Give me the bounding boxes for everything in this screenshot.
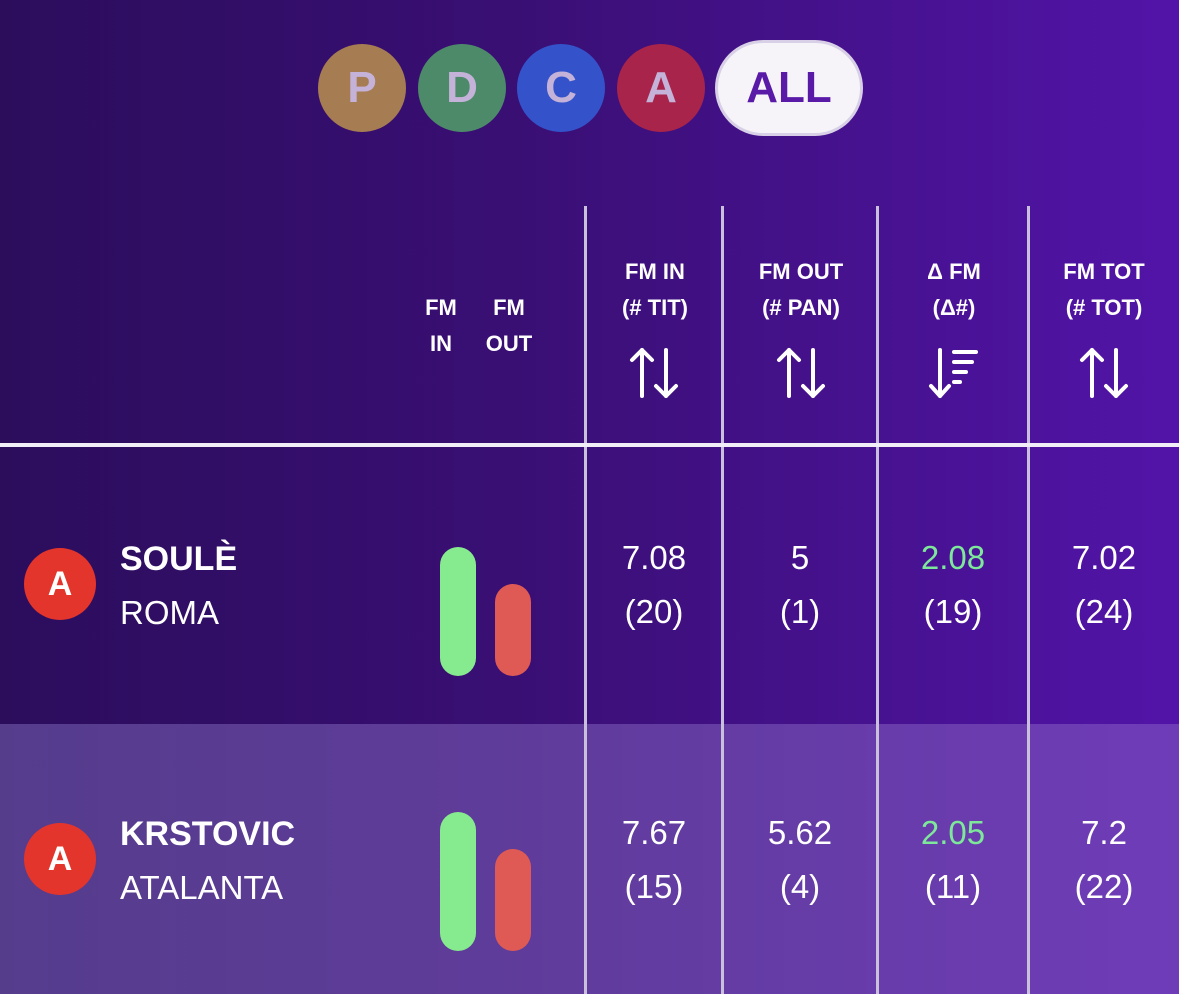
role-badge: A bbox=[24, 823, 96, 895]
delta-fm-value: 2.05 (11) bbox=[878, 806, 1028, 914]
fm-out-bar bbox=[495, 584, 531, 676]
sort-both-icon[interactable] bbox=[628, 346, 680, 400]
header-col-fm-out[interactable]: FM OUT (# PAN) bbox=[725, 254, 877, 326]
sort-both-icon[interactable] bbox=[775, 346, 827, 400]
header-col-fm-tot[interactable]: FM TOT (# TOT) bbox=[1031, 254, 1177, 326]
fm-in-bar bbox=[440, 547, 476, 676]
fm-in-value: 7.08 (20) bbox=[579, 531, 729, 639]
header-fm-in: FM IN bbox=[415, 290, 467, 362]
header-divider bbox=[0, 443, 1179, 447]
fm-tot-value: 7.02 (24) bbox=[1029, 531, 1179, 639]
fm-in-value: 7.67 (15) bbox=[579, 806, 729, 914]
fm-out-value: 5.62 (4) bbox=[725, 806, 875, 914]
filter-all-button[interactable]: ALL bbox=[715, 40, 863, 136]
sort-descending-icon[interactable] bbox=[928, 346, 980, 400]
role-badge: A bbox=[24, 548, 96, 620]
delta-fm-value: 2.08 (19) bbox=[878, 531, 1028, 639]
fm-in-bar bbox=[440, 812, 476, 951]
role-filter-bar: P D C A ALL bbox=[0, 40, 1179, 136]
header-fm-out: FM OUT bbox=[478, 290, 540, 362]
player-team: ROMA bbox=[120, 594, 219, 632]
filter-c-button[interactable]: C bbox=[517, 44, 605, 132]
fm-out-bar bbox=[495, 849, 531, 951]
fm-tot-value: 7.2 (22) bbox=[1029, 806, 1179, 914]
header-col-fm-in[interactable]: FM IN (# TIT) bbox=[588, 254, 722, 326]
fm-out-value: 5 (1) bbox=[725, 531, 875, 639]
filter-a-button[interactable]: A bbox=[617, 44, 705, 132]
player-team: ATALANTA bbox=[120, 869, 283, 907]
player-name: SOULÈ bbox=[120, 540, 237, 579]
filter-p-button[interactable]: P bbox=[318, 44, 406, 132]
header-col-delta-fm[interactable]: Δ FM (Δ#) bbox=[880, 254, 1028, 326]
filter-d-button[interactable]: D bbox=[418, 44, 506, 132]
sort-both-icon[interactable] bbox=[1078, 346, 1130, 400]
player-name: KRSTOVIC bbox=[120, 815, 295, 854]
